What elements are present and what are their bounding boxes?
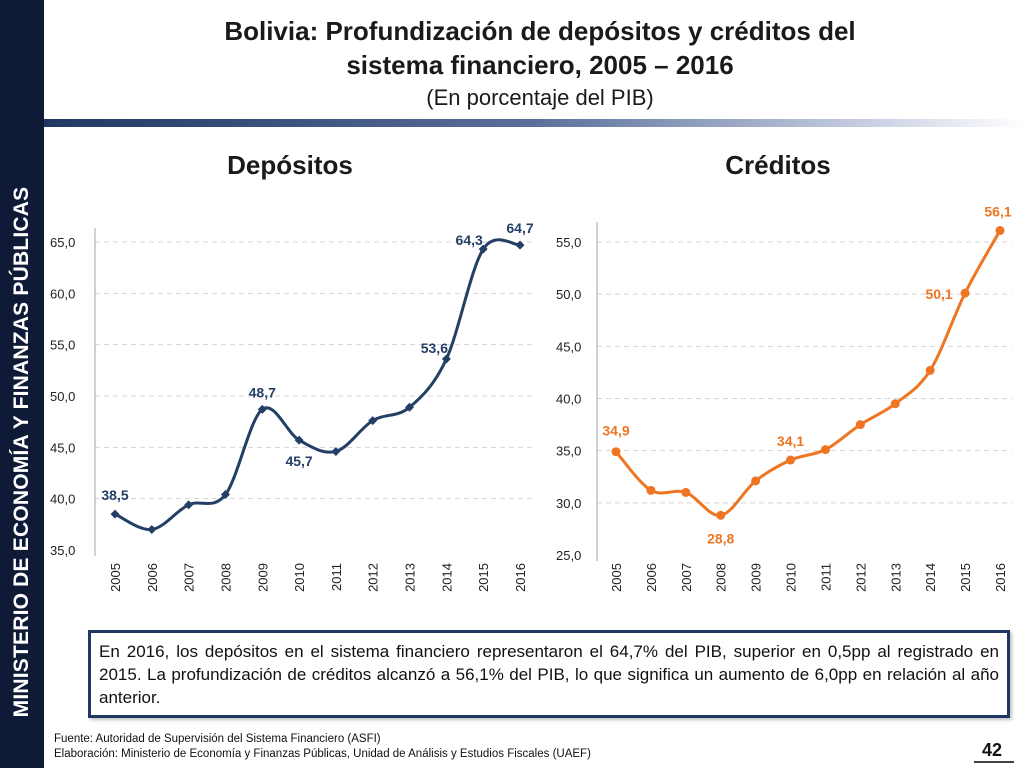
summary-note: En 2016, los depósitos en el sistema fin… — [88, 630, 1010, 718]
page-number: 42 — [982, 740, 1003, 760]
page-subtitle: (En porcentaje del PIB) — [426, 85, 654, 110]
depositos-y-tick-label: 40,0 — [50, 492, 75, 507]
depositos-x-tick-label: 2007 — [182, 563, 197, 592]
depositos-x-tick-label: 2009 — [255, 563, 270, 592]
creditos-x-tick-label: 2009 — [749, 563, 764, 592]
creditos-data-point — [681, 487, 691, 497]
creditos-y-tick-label: 55,0 — [556, 235, 581, 250]
depositos-data-point — [257, 404, 267, 414]
creditos-x-tick-label: 2008 — [714, 563, 729, 592]
depositos-data-point — [405, 402, 415, 412]
depositos-data-point — [478, 244, 488, 254]
creditos-data-label: 34,9 — [602, 423, 629, 439]
creditos-y-tick-label: 30,0 — [556, 496, 581, 511]
depositos-x-tick-label: 2012 — [366, 563, 381, 592]
creditos-data-point — [611, 447, 621, 457]
page-number-underline — [974, 761, 1014, 763]
depositos-data-label: 64,3 — [456, 232, 483, 248]
creditos-x-tick-label: 2014 — [923, 563, 938, 592]
depositos-data-label: 64,7 — [506, 220, 533, 236]
depositos-x-tick-label: 2011 — [329, 563, 344, 591]
creditos-chart-title: Créditos — [725, 150, 831, 180]
depositos-data-point — [441, 354, 451, 364]
creditos-x-tick-label: 2016 — [993, 563, 1008, 592]
creditos-x-tick-label: 2015 — [958, 563, 973, 592]
depositos-x-tick-label: 2013 — [403, 563, 418, 592]
creditos-data-label: 50,1 — [925, 286, 952, 302]
creditos-data-point — [855, 420, 865, 430]
depositos-data-label: 38,5 — [101, 487, 128, 503]
creditos-x-tick-label: 2013 — [888, 563, 903, 592]
depositos-data-point — [331, 446, 341, 456]
depositos-x-tick-label: 2016 — [513, 563, 528, 592]
depositos-data-point — [110, 509, 120, 519]
depositos-data-point — [184, 500, 194, 510]
creditos-data-point — [995, 226, 1005, 236]
depositos-x-tick-label: 2015 — [476, 563, 491, 592]
header-divider — [44, 119, 1024, 127]
creditos-data-point — [751, 476, 761, 486]
creditos-x-tick-label: 2006 — [644, 563, 659, 592]
depositos-y-tick-label: 55,0 — [50, 338, 75, 353]
creditos-x-tick-label: 2010 — [784, 563, 799, 592]
depositos-data-point — [368, 416, 378, 426]
creditos-data-label: 56,1 — [984, 204, 1011, 220]
creditos-y-tick-label: 50,0 — [556, 287, 581, 302]
depositos-data-label: 45,7 — [285, 453, 312, 469]
depositos-y-tick-label: 50,0 — [50, 389, 75, 404]
creditos-x-tick-label: 2012 — [853, 563, 868, 592]
page-title-line2: sistema financiero, 2005 – 2016 — [346, 50, 734, 80]
depositos-data-point — [294, 435, 304, 445]
creditos-y-tick-label: 25,0 — [556, 548, 581, 563]
depositos-x-tick-label: 2010 — [292, 563, 307, 592]
creditos-data-point — [925, 365, 935, 375]
creditos-x-tick-label: 2007 — [679, 563, 694, 592]
depositos-y-tick-label: 45,0 — [50, 440, 75, 455]
source-text: Fuente: Autoridad de Supervisión del Sis… — [54, 733, 381, 745]
depositos-data-label: 48,7 — [249, 384, 276, 400]
creditos-series-line — [614, 229, 1002, 517]
creditos-data-point — [890, 399, 900, 409]
creditos-data-label: 28,8 — [707, 530, 734, 546]
depositos-x-tick-label: 2006 — [145, 563, 160, 592]
sidebar: MINISTERIO DE ECONOMÍA Y FINANZAS PÚBLIC… — [0, 0, 44, 768]
page-title-line1: Bolivia: Profundización de depósitos y c… — [224, 16, 856, 46]
creditos-x-tick-label: 2005 — [609, 563, 624, 592]
depositos-y-tick-label: 65,0 — [50, 235, 75, 250]
depositos-data-label: 53,6 — [421, 340, 448, 356]
depositos-data-point — [147, 524, 157, 534]
creditos-data-point — [646, 485, 656, 495]
depositos-y-tick-label: 60,0 — [50, 286, 75, 301]
creditos-data-point — [716, 510, 726, 520]
depositos-y-tick-label: 35,0 — [50, 543, 75, 558]
depositos-x-tick-label: 2005 — [108, 563, 123, 592]
depositos-x-tick-label: 2008 — [218, 563, 233, 592]
creditos-data-point — [820, 445, 830, 455]
creditos-y-tick-label: 40,0 — [556, 392, 581, 407]
creditos-x-tick-label: 2011 — [818, 563, 833, 591]
creditos-data-label: 34,1 — [777, 433, 804, 449]
creditos-y-tick-label: 45,0 — [556, 339, 581, 354]
creditos-y-tick-label: 35,0 — [556, 444, 581, 459]
depositos-chart-title: Depósitos — [227, 150, 353, 180]
depositos-data-point — [220, 490, 230, 500]
elaboration-text: Elaboración: Ministerio de Economía y Fi… — [54, 748, 591, 760]
depositos-data-point — [515, 240, 525, 250]
creditos-data-point — [786, 455, 796, 465]
depositos-x-tick-label: 2014 — [439, 563, 454, 592]
creditos-data-point — [960, 288, 970, 298]
